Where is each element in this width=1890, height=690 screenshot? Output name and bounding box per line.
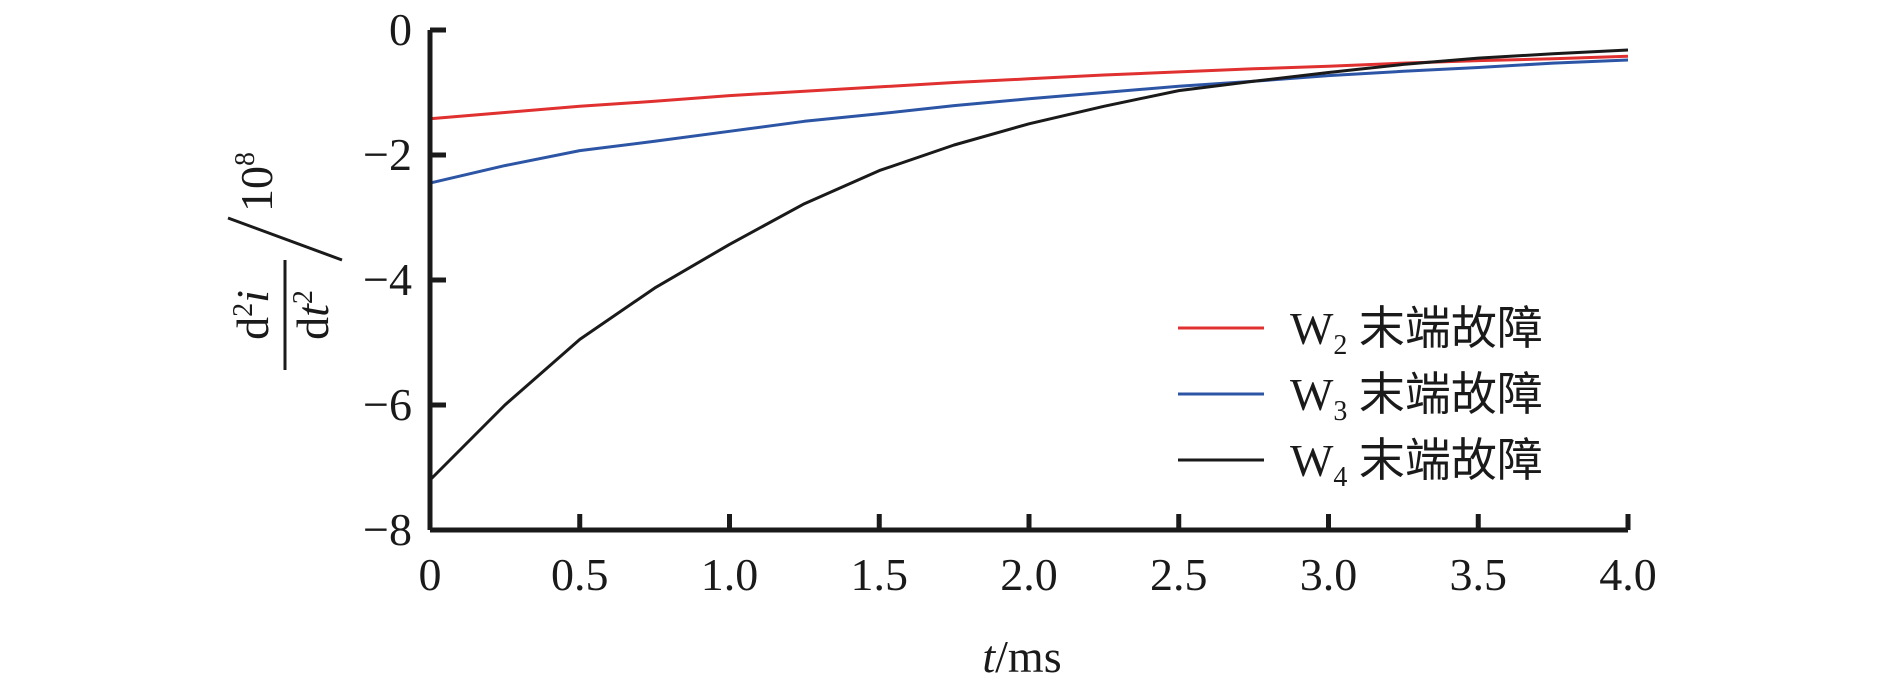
y-axis-title-scale: 10 [231,166,282,212]
x-tick-label: 3.5 [1450,549,1508,600]
series-line-1 [429,54,1629,121]
x-tick-label: 0 [419,549,442,600]
legend-item-1: W2 末端故障 [1178,303,1543,361]
series-line-3 [428,48,1629,482]
legend-item-2: W3 末端故障 [1178,369,1543,427]
x-tick-label: 2.0 [1000,549,1058,600]
series-layer [428,48,1629,482]
svg-text:108: 108 [230,152,282,212]
y-tick-label: −2 [363,129,412,180]
y-tick-label: −8 [363,504,412,555]
x-tick-label: 3.0 [1300,549,1358,600]
svg-text:dt2: dt2 [287,290,338,340]
legend-label: W2 末端故障 [1290,303,1543,361]
x-axis-title-unit: /ms [995,631,1061,682]
y-axis-title-num-d: d [227,317,278,340]
axes-layer: 0−2−4−6−80 0.5 1.0 1.5 2.0 2.5 3.0 3.5 4.0 [363,4,1657,600]
y-axis-title-den-sup: 2 [288,290,319,304]
x-tick-label: 2.5 [1150,549,1208,600]
legend-label: W4 末端故障 [1290,435,1543,493]
series-line-2 [429,58,1629,185]
y-axis-title-num-sup: 2 [228,303,259,317]
y-axis-title-den-d: d [287,317,338,340]
x-axis-title: t/ms [982,631,1061,682]
x-tick-label: 4.0 [1599,549,1657,600]
y-axis-title: d2i dt2 108 [227,152,343,370]
y-axis-title-slash [227,216,343,262]
y-axis-title-num-var: i [227,290,278,303]
x-tick-label: 1.5 [851,549,909,600]
svg-text:d2i: d2i [227,290,278,340]
legend-label: W3 末端故障 [1290,369,1543,427]
y-tick-label: −6 [363,379,412,430]
y-tick-label: 0 [389,4,412,55]
x-tick-label: 0.5 [551,549,609,600]
y-axis-title-den-var: t [287,303,338,317]
y-axis-title-scale-sup: 8 [230,152,261,166]
x-tick-label: 1.0 [701,549,759,600]
x-axis-title-var: t [982,631,996,682]
y-tick-label: −4 [363,254,412,305]
legend-item-3: W4 末端故障 [1178,435,1543,493]
legend: W2 末端故障 W3 末端故障 W4 末端故障 [1178,303,1543,493]
